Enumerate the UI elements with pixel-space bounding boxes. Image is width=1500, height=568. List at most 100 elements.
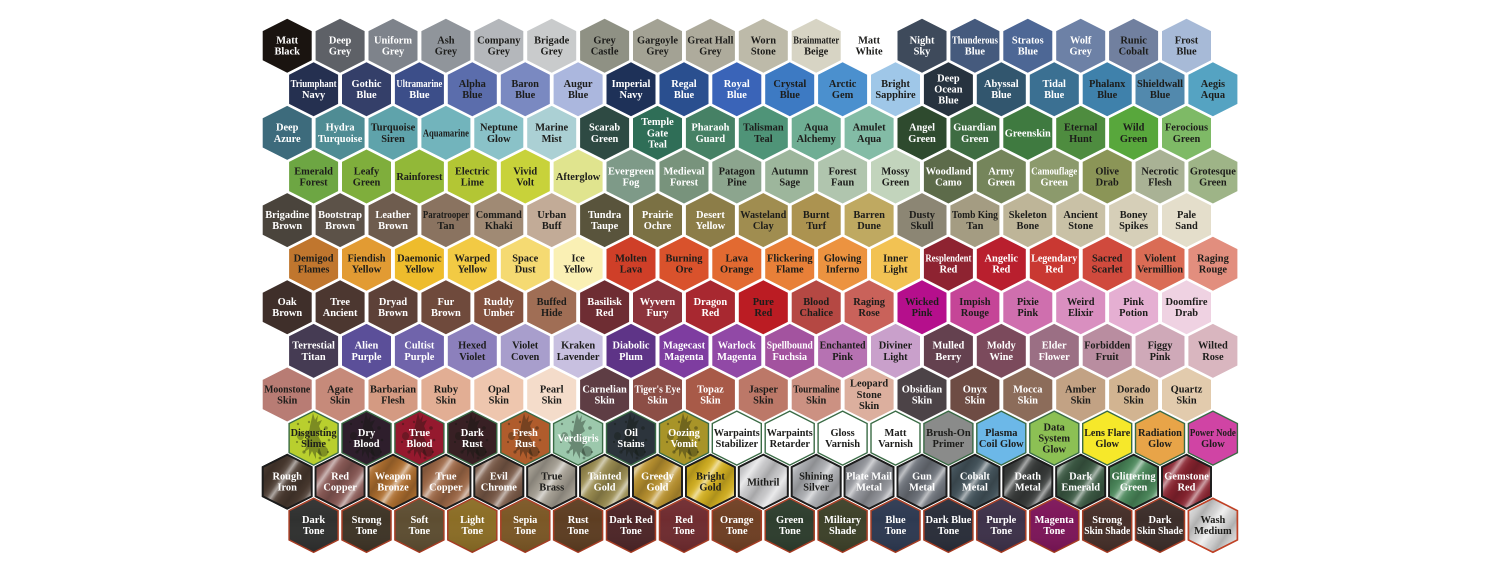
- svg-text:Blue: Blue: [356, 90, 377, 101]
- svg-text:Stone: Stone: [751, 47, 776, 58]
- svg-text:Ancient: Ancient: [1063, 210, 1098, 221]
- svg-text:Pale: Pale: [1177, 210, 1196, 221]
- svg-text:Prairie: Prairie: [642, 210, 674, 221]
- svg-text:Army: Army: [988, 166, 1015, 177]
- svg-text:Navy: Navy: [302, 90, 326, 101]
- svg-text:Burning: Burning: [666, 254, 704, 265]
- svg-text:Desert: Desert: [696, 210, 725, 221]
- svg-text:Blue: Blue: [674, 90, 695, 101]
- svg-text:Skin: Skin: [330, 395, 350, 406]
- svg-text:Emerald: Emerald: [294, 166, 333, 177]
- svg-text:Greenskin: Greenskin: [1005, 129, 1051, 140]
- svg-text:Faun: Faun: [831, 177, 854, 188]
- svg-text:Brown: Brown: [378, 308, 408, 319]
- svg-text:Plate Mail: Plate Mail: [846, 472, 892, 483]
- svg-text:Copper: Copper: [323, 483, 357, 494]
- svg-text:Verdigris: Verdigris: [558, 434, 599, 445]
- svg-text:Flickering: Flickering: [767, 254, 813, 265]
- svg-text:Forest: Forest: [829, 166, 858, 177]
- svg-text:Warpaints: Warpaints: [767, 428, 813, 439]
- svg-text:Red: Red: [754, 308, 772, 319]
- svg-text:Guard: Guard: [696, 134, 726, 145]
- svg-text:Phalanx: Phalanx: [1089, 79, 1126, 90]
- svg-text:Dry: Dry: [358, 428, 376, 439]
- svg-text:Tone: Tone: [991, 526, 1013, 537]
- svg-text:Raging: Raging: [853, 297, 886, 308]
- svg-text:Warped: Warped: [454, 254, 490, 265]
- svg-text:Grey: Grey: [382, 47, 405, 58]
- svg-text:Green: Green: [776, 515, 804, 526]
- svg-text:Quartz: Quartz: [1171, 384, 1203, 395]
- svg-text:Obsidian: Obsidian: [902, 384, 943, 395]
- svg-text:Violet: Violet: [512, 341, 539, 352]
- svg-text:Grey: Grey: [329, 47, 352, 58]
- svg-text:Yellow: Yellow: [458, 265, 488, 276]
- svg-text:Light: Light: [883, 352, 908, 363]
- svg-text:Blue: Blue: [568, 90, 589, 101]
- svg-text:Pharaoh: Pharaoh: [691, 123, 729, 134]
- svg-text:Weird: Weird: [1067, 297, 1095, 308]
- svg-text:Tiger's Eye: Tiger's Eye: [635, 384, 681, 395]
- svg-text:Deep: Deep: [276, 123, 299, 134]
- svg-text:Ferocious: Ferocious: [1165, 123, 1208, 134]
- svg-text:Skin: Skin: [489, 395, 509, 406]
- svg-text:Grey: Grey: [646, 47, 669, 58]
- svg-text:Brown: Brown: [272, 221, 302, 232]
- svg-text:Ash: Ash: [437, 36, 455, 47]
- svg-text:Tone: Tone: [620, 526, 642, 537]
- svg-text:Blood: Blood: [803, 297, 829, 308]
- svg-text:Brigade: Brigade: [534, 36, 570, 47]
- svg-text:Raging: Raging: [1197, 254, 1230, 265]
- svg-text:Sapphire: Sapphire: [875, 90, 916, 101]
- svg-text:Camo: Camo: [935, 177, 962, 188]
- svg-text:Sepia: Sepia: [513, 515, 538, 526]
- svg-text:Yellow: Yellow: [696, 221, 726, 232]
- svg-text:Onyx: Onyx: [963, 384, 988, 395]
- svg-text:Tomb King: Tomb King: [952, 210, 999, 221]
- svg-text:Blue: Blue: [1097, 90, 1118, 101]
- svg-text:Skin Shade: Skin Shade: [1137, 526, 1183, 537]
- svg-text:Red: Red: [331, 472, 349, 483]
- svg-text:Buff: Buff: [542, 221, 562, 232]
- svg-text:Tidal: Tidal: [1042, 79, 1066, 90]
- svg-text:Cobalt: Cobalt: [1119, 47, 1150, 58]
- svg-text:Dark Red: Dark Red: [609, 515, 653, 526]
- svg-text:Pink: Pink: [1150, 352, 1171, 363]
- svg-text:Skin: Skin: [700, 395, 720, 406]
- svg-text:Wasteland: Wasteland: [740, 210, 786, 221]
- svg-text:Regal: Regal: [671, 79, 697, 90]
- svg-text:Red: Red: [992, 265, 1010, 276]
- svg-text:Blue: Blue: [885, 515, 906, 526]
- svg-text:Medium: Medium: [1194, 526, 1232, 537]
- svg-text:Bright: Bright: [881, 79, 910, 90]
- svg-text:Skin: Skin: [1071, 395, 1091, 406]
- svg-text:Plasma: Plasma: [985, 428, 1018, 439]
- svg-text:Tone: Tone: [462, 526, 484, 537]
- svg-text:Sand: Sand: [1175, 221, 1198, 232]
- svg-text:White: White: [856, 47, 884, 58]
- svg-text:Red: Red: [1045, 265, 1063, 276]
- svg-text:Rough: Rough: [272, 472, 302, 483]
- svg-text:Skin: Skin: [965, 395, 985, 406]
- svg-text:Umber: Umber: [483, 308, 515, 319]
- svg-text:Strong: Strong: [1092, 515, 1123, 526]
- svg-text:Glow: Glow: [1095, 439, 1119, 450]
- svg-text:Wild: Wild: [1123, 123, 1145, 134]
- svg-text:Light: Light: [883, 265, 908, 276]
- svg-text:Leafy: Leafy: [354, 166, 380, 177]
- svg-text:Gold: Gold: [647, 483, 669, 494]
- svg-text:Wash: Wash: [1200, 515, 1225, 526]
- svg-text:Teal: Teal: [648, 139, 667, 150]
- svg-text:Buffed: Buffed: [537, 297, 567, 308]
- svg-text:Opal: Opal: [488, 384, 510, 395]
- svg-text:Triumphant: Triumphant: [291, 79, 337, 90]
- svg-text:Necrotic: Necrotic: [1141, 166, 1179, 177]
- svg-text:Grey: Grey: [593, 36, 616, 47]
- svg-text:Violet: Violet: [459, 352, 486, 363]
- svg-text:Demigod: Demigod: [294, 254, 334, 265]
- svg-text:Frost: Frost: [1175, 36, 1199, 47]
- svg-text:Diabolic: Diabolic: [613, 341, 650, 352]
- svg-text:Forest: Forest: [300, 177, 329, 188]
- svg-text:Forbidden: Forbidden: [1084, 341, 1130, 352]
- svg-text:Camouflage: Camouflage: [1031, 166, 1077, 177]
